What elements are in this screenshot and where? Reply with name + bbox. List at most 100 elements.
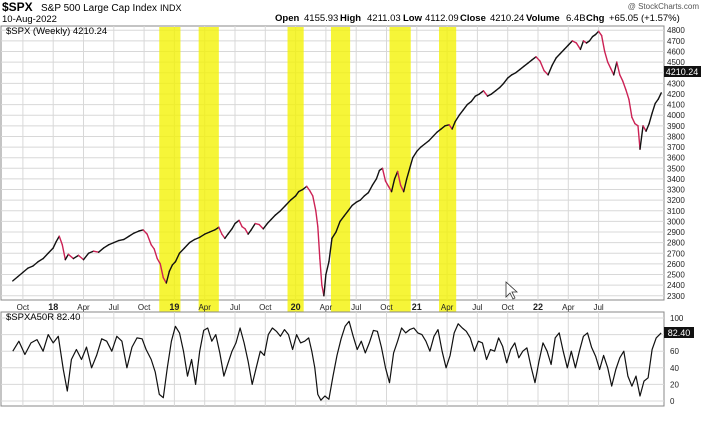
price-segment	[412, 150, 418, 159]
price-segment	[575, 42, 582, 51]
price-segment	[651, 102, 656, 114]
open-value: 4155.93	[304, 13, 338, 24]
price-last-badge: 4210.24	[664, 66, 701, 77]
price-segment	[384, 180, 390, 188]
indicator-y-tick-label: 100	[670, 314, 684, 323]
price-segment	[171, 261, 177, 266]
price-y-tick-label: 3600	[667, 154, 685, 163]
price-segment	[297, 188, 304, 193]
price-segment	[402, 178, 408, 193]
price-segment	[527, 59, 533, 64]
price-segment	[571, 40, 578, 44]
price-segment	[359, 195, 365, 201]
highlight-range	[159, 27, 181, 336]
x-tick-label: 21	[412, 302, 422, 312]
price-segment	[428, 135, 434, 142]
price-y-tick-label: 2400	[667, 281, 685, 290]
price-badge-text: 4210.24	[666, 67, 699, 77]
x-tick-label: Oct	[138, 303, 151, 312]
price-segment	[22, 267, 29, 274]
price-segment	[367, 184, 374, 194]
price-segment	[142, 229, 148, 235]
price-segment	[600, 34, 606, 53]
price-segment	[214, 226, 220, 231]
price-y-tick-label: 2900	[667, 228, 685, 237]
price-series	[12, 30, 662, 297]
price-segment	[133, 230, 140, 234]
price-segment	[448, 124, 453, 130]
price-segment	[347, 204, 353, 212]
price-segment	[606, 61, 612, 70]
price-y-tick-label: 4600	[667, 47, 685, 56]
price-segment	[319, 257, 323, 286]
price-segment	[146, 233, 152, 246]
price-segment	[64, 253, 70, 261]
price-segment	[178, 247, 186, 254]
price-segment	[284, 199, 292, 207]
price-legend: $SPX (Weekly) 4210.24	[6, 26, 107, 37]
close-label: Close	[460, 13, 486, 24]
price-segment	[92, 250, 100, 253]
price-segment	[535, 56, 541, 62]
price-segment	[162, 276, 168, 284]
price-y-tick-label: 2500	[667, 271, 685, 280]
price-segment	[118, 238, 125, 242]
price-segment	[466, 100, 473, 106]
price-segment	[209, 229, 216, 233]
price-segment	[174, 252, 181, 263]
price-segment	[72, 254, 80, 260]
price-segment	[351, 201, 357, 207]
price-segment	[363, 192, 370, 197]
price-segment	[234, 219, 240, 225]
price-segment	[610, 67, 615, 76]
price-segment	[616, 61, 621, 76]
x-tick-label: Apr	[441, 303, 454, 312]
volume-label: Volume	[526, 13, 560, 24]
mouse-cursor-icon	[505, 281, 519, 300]
price-segment	[551, 57, 557, 66]
price-segment	[309, 189, 314, 197]
price-segment	[37, 257, 44, 263]
low-value: 4112.09	[425, 13, 459, 24]
x-axis: Oct 18 Apr Jul Oct 19 Apr Jul Oct 20 Apr Jul Oct 21 Ap…	[17, 302, 604, 312]
price-segment	[482, 90, 489, 97]
price-segment	[539, 60, 545, 72]
price-segment	[628, 98, 633, 119]
price-segment	[594, 30, 600, 36]
price-y-tick-label: 4200	[667, 90, 685, 99]
price-segment	[17, 271, 24, 278]
price-segment	[227, 228, 233, 235]
highlight-range	[287, 27, 304, 336]
price-segment	[301, 185, 308, 191]
price-segment	[270, 214, 277, 220]
price-segment	[328, 237, 333, 263]
price-badge-bg	[664, 66, 701, 77]
price-segment	[312, 195, 317, 212]
price-segment	[218, 226, 223, 235]
price-segment	[458, 109, 464, 116]
price-segment	[165, 270, 171, 284]
price-segment	[642, 125, 647, 132]
price-y-tick-label: 3700	[667, 143, 685, 152]
price-segment	[393, 170, 399, 180]
price-segment	[567, 40, 574, 46]
indicator-y-tick-label: 0	[670, 397, 675, 406]
price-segment	[502, 77, 509, 85]
price-y-tick-label: 4000	[667, 111, 685, 120]
price-segment	[355, 199, 361, 203]
highlight-range	[330, 27, 351, 336]
price-segment	[474, 93, 481, 97]
price-segment	[511, 72, 517, 76]
price-segment	[619, 74, 624, 82]
price-y-tick-label: 4800	[667, 26, 685, 35]
price-segment	[77, 254, 85, 261]
price-segment	[238, 219, 243, 228]
price-segment	[597, 30, 603, 37]
price-segment	[645, 123, 650, 132]
indicator-panel-frame	[0, 311, 665, 407]
price-segment	[266, 218, 273, 225]
price-segment	[555, 52, 561, 59]
volume-value: 6.4B	[566, 13, 586, 24]
